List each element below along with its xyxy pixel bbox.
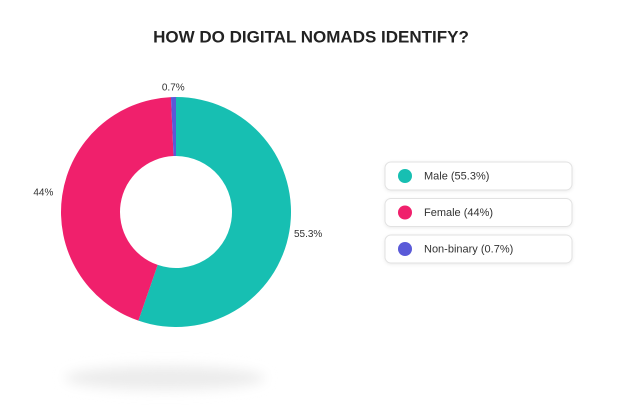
value-label: 0.7%: [162, 83, 185, 94]
chart-title: HOW DO DIGITAL NOMADS IDENTIFY?: [153, 27, 469, 46]
legend-item: [384, 198, 573, 227]
legend-marker: [398, 169, 412, 183]
shadow: [65, 366, 265, 390]
value-label: 55.3%: [294, 229, 322, 240]
donut-slice: [61, 97, 174, 321]
legend-label: Non-binary (0.7%): [424, 243, 513, 255]
legend-item: [384, 234, 573, 264]
donut-slice: [170, 97, 176, 157]
legend-label: Male (55.3%): [424, 170, 489, 182]
donut-slice: [138, 97, 292, 328]
legend-marker: [398, 242, 412, 256]
legend-item: [384, 161, 573, 191]
legend-marker: [398, 205, 412, 220]
value-label: 44%: [33, 187, 53, 198]
legend-label: Female (44%): [424, 207, 493, 219]
